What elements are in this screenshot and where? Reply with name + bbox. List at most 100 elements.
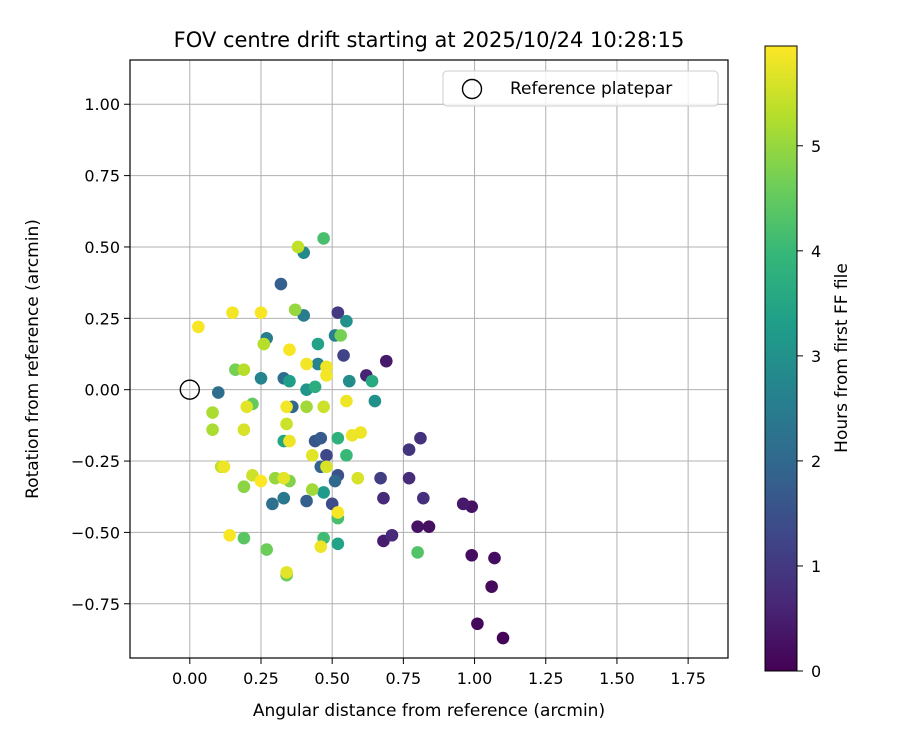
chart-title: FOV centre drift starting at 2025/10/24 …	[174, 28, 685, 52]
y-tick-label: −0.25	[71, 452, 120, 471]
colorbar-tick-label: 5	[811, 137, 821, 156]
data-point	[257, 337, 271, 351]
data-point	[192, 320, 205, 334]
data-point	[274, 277, 288, 291]
data-point	[368, 394, 382, 408]
data-point	[379, 354, 393, 368]
data-point	[288, 303, 302, 317]
data-point	[402, 443, 416, 456]
data-point	[456, 497, 470, 511]
data-point	[414, 431, 427, 445]
data-point	[342, 374, 356, 388]
y-tick-label: 0.00	[84, 381, 120, 400]
colorbar-tick-label: 0	[811, 662, 821, 681]
y-tick-label: 1.00	[84, 95, 120, 114]
data-point	[320, 369, 333, 382]
legend-label: Reference platepar	[510, 79, 672, 99]
data-point	[305, 449, 319, 462]
data-point	[211, 386, 225, 399]
data-point	[488, 551, 501, 565]
data-point	[283, 434, 296, 448]
data-point	[283, 343, 296, 357]
y-tick-label: 0.25	[84, 309, 120, 328]
data-point	[374, 471, 387, 485]
data-point	[266, 497, 279, 511]
data-point	[340, 449, 353, 462]
data-point	[300, 357, 313, 371]
data-point	[254, 306, 268, 319]
data-point	[237, 363, 251, 377]
data-point	[237, 531, 251, 545]
colorbar-tick-label: 4	[811, 242, 821, 261]
data-point	[377, 491, 390, 505]
data-point	[280, 566, 293, 579]
y-tick-label: −0.75	[71, 595, 120, 614]
data-point	[291, 240, 305, 254]
data-point	[237, 480, 251, 494]
legend: Reference platepar	[442, 70, 719, 107]
data-point	[308, 380, 322, 394]
data-point	[314, 540, 328, 553]
data-point	[305, 483, 319, 496]
data-point	[206, 406, 219, 419]
data-point	[223, 528, 236, 542]
y-tick-label: 0.50	[84, 238, 120, 257]
data-point	[365, 374, 379, 388]
x-tick-label: 1.50	[599, 669, 635, 688]
legend-marker-open-circle	[461, 78, 483, 100]
colorbar-tick-label: 2	[811, 452, 821, 471]
data-point	[240, 400, 254, 414]
data-point	[300, 494, 313, 508]
data-point	[320, 449, 333, 462]
data-point	[320, 460, 333, 474]
data-point	[485, 580, 498, 593]
colorbar-tick-label: 3	[811, 347, 821, 366]
axes: 0.00 0.25 0.50 0.75 1.00 1.25 1.50 1.75 −0.75 −0.…	[71, 95, 706, 688]
y-axis-label: Rotation from reference (arcmin)	[23, 219, 43, 499]
x-tick-label: 0.00	[172, 669, 208, 688]
data-point	[254, 474, 268, 488]
data-point	[314, 431, 328, 445]
data-point	[300, 400, 313, 414]
data-point	[331, 537, 345, 551]
data-point	[340, 314, 353, 328]
data-point	[217, 460, 231, 474]
colorbar-label: Hours from first FF file	[832, 263, 852, 453]
reference-platepar-marker	[179, 379, 201, 400]
colorbar-ticks: 0 1 2 3 4 5	[797, 137, 821, 681]
data-point	[465, 548, 479, 562]
data-point	[354, 426, 367, 439]
data-point	[496, 631, 510, 645]
data-point	[277, 471, 291, 485]
data-point	[237, 423, 251, 436]
x-tick-label: 0.75	[386, 669, 422, 688]
data-point	[277, 491, 291, 505]
x-tick-label: 1.25	[528, 669, 564, 688]
data-point	[260, 543, 273, 556]
data-point	[334, 329, 348, 342]
x-tick-label: 1.00	[457, 669, 493, 688]
data-point	[317, 232, 330, 245]
reference-layer	[179, 379, 201, 400]
data-points	[192, 232, 510, 645]
data-point	[280, 417, 293, 431]
legend-box	[442, 70, 719, 107]
data-point	[422, 520, 436, 533]
x-tick-label: 0.25	[243, 669, 279, 688]
data-point	[331, 431, 345, 445]
data-point	[411, 520, 424, 533]
x-tick-label: 1.75	[670, 669, 706, 688]
data-point	[471, 617, 484, 631]
x-axis-label: Angular distance from reference (arcmin)	[253, 701, 605, 721]
y-tick-label: −0.50	[71, 523, 120, 542]
data-point	[206, 423, 219, 436]
data-point	[340, 394, 353, 408]
data-point	[283, 374, 296, 388]
data-point	[226, 306, 239, 319]
colorbar-gradient	[764, 45, 798, 672]
data-point	[385, 528, 399, 542]
data-point	[411, 546, 424, 559]
data-point	[331, 506, 345, 519]
